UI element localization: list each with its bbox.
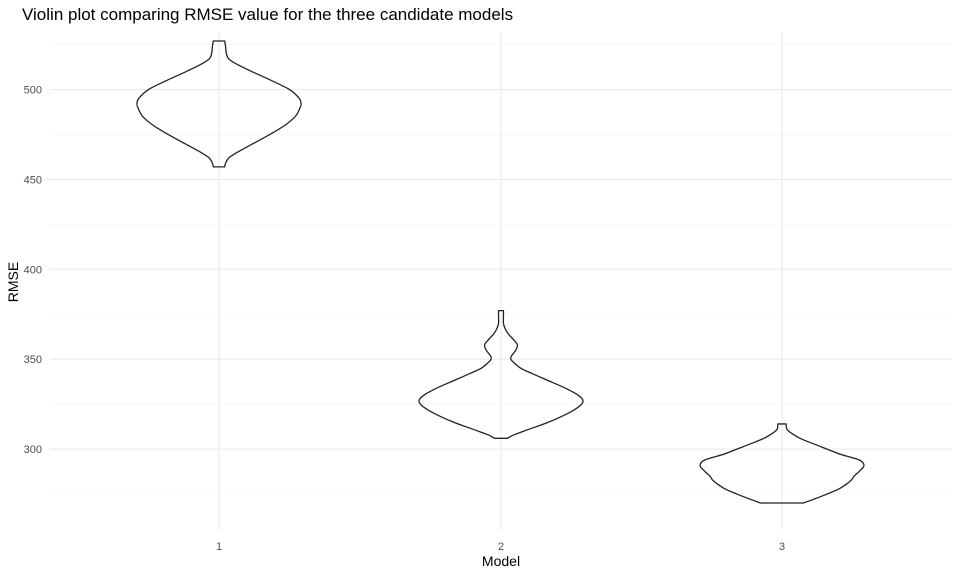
y-tick-label: 350: [24, 354, 42, 366]
x-tick-label: 1: [216, 541, 222, 553]
y-tick-label: 300: [24, 444, 42, 456]
y-axis-title: RMSE: [5, 262, 21, 302]
violins: [136, 40, 865, 504]
violin-model-1: [136, 40, 302, 168]
y-tick-label: 450: [24, 174, 42, 186]
grid: [50, 32, 952, 530]
chart-title: Violin plot comparing RMSE value for the…: [22, 5, 513, 24]
x-axis-title: Model: [482, 553, 520, 569]
y-tick-label: 400: [24, 264, 42, 276]
y-axis-ticks: 300 350 400 450 500: [24, 85, 42, 457]
x-axis-ticks: 1 2 3: [216, 541, 785, 553]
y-tick-label: 500: [24, 85, 42, 97]
x-tick-label: 3: [779, 541, 785, 553]
x-tick-label: 2: [498, 541, 504, 553]
violin-model-3: [699, 423, 865, 504]
violin-model-2: [418, 310, 584, 439]
